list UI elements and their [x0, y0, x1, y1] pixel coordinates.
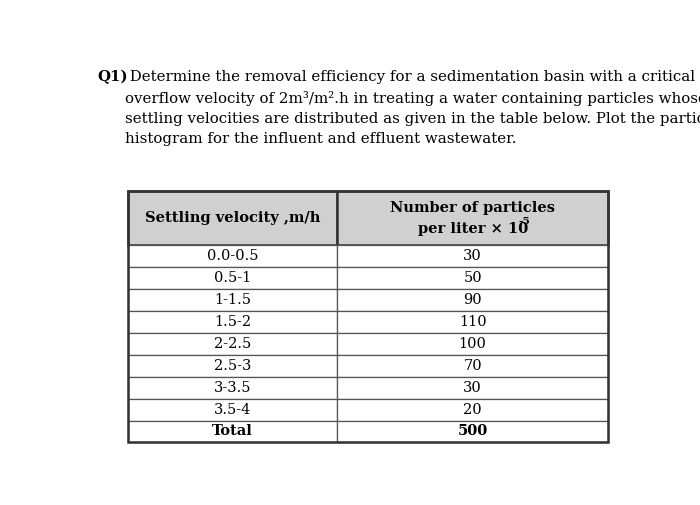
Bar [128, 398, 337, 421]
Text: 1.5-2: 1.5-2 [214, 315, 251, 329]
Bar [337, 333, 608, 355]
Text: Number of particles: Number of particles [390, 201, 555, 215]
Text: 0.0-0.5: 0.0-0.5 [207, 249, 258, 263]
Bar [337, 289, 608, 311]
Bar [337, 191, 608, 245]
Bar [337, 377, 608, 398]
Bar [128, 355, 337, 377]
Text: 2.5-3: 2.5-3 [214, 359, 251, 373]
Bar [128, 377, 337, 398]
Bar [337, 311, 608, 333]
Text: 2-2.5: 2-2.5 [214, 337, 251, 350]
Text: 30: 30 [463, 249, 482, 263]
Bar [128, 267, 337, 289]
Text: 70: 70 [463, 359, 482, 373]
Bar [128, 191, 337, 245]
Bar [337, 421, 608, 442]
Bar [128, 289, 337, 311]
Bar [337, 355, 608, 377]
Bar [128, 421, 337, 442]
Bar [128, 245, 337, 267]
Text: Q1): Q1) [97, 70, 128, 84]
Text: per liter × 10: per liter × 10 [417, 222, 528, 236]
Bar [128, 311, 337, 333]
Text: 90: 90 [463, 293, 482, 307]
Bar [337, 245, 608, 267]
Bar [128, 333, 337, 355]
Text: 50: 50 [463, 271, 482, 285]
Text: Total: Total [212, 425, 253, 438]
Text: Determine the removal efficiency for a sedimentation basin with a critical
overf: Determine the removal efficiency for a s… [125, 70, 700, 146]
Bar [337, 398, 608, 421]
Text: 100: 100 [458, 337, 486, 350]
Bar [128, 191, 608, 442]
Text: 3.5-4: 3.5-4 [214, 402, 251, 417]
Text: 0.5-1: 0.5-1 [214, 271, 251, 285]
Text: 3-3.5: 3-3.5 [214, 381, 251, 394]
Text: 1-1.5: 1-1.5 [214, 293, 251, 307]
Text: 20: 20 [463, 402, 482, 417]
Text: 110: 110 [459, 315, 486, 329]
Text: 30: 30 [463, 381, 482, 394]
Text: 500: 500 [458, 425, 488, 438]
Bar [337, 267, 608, 289]
Text: -5: -5 [518, 217, 530, 226]
Text: Settling velocity ,m/h: Settling velocity ,m/h [145, 211, 321, 225]
